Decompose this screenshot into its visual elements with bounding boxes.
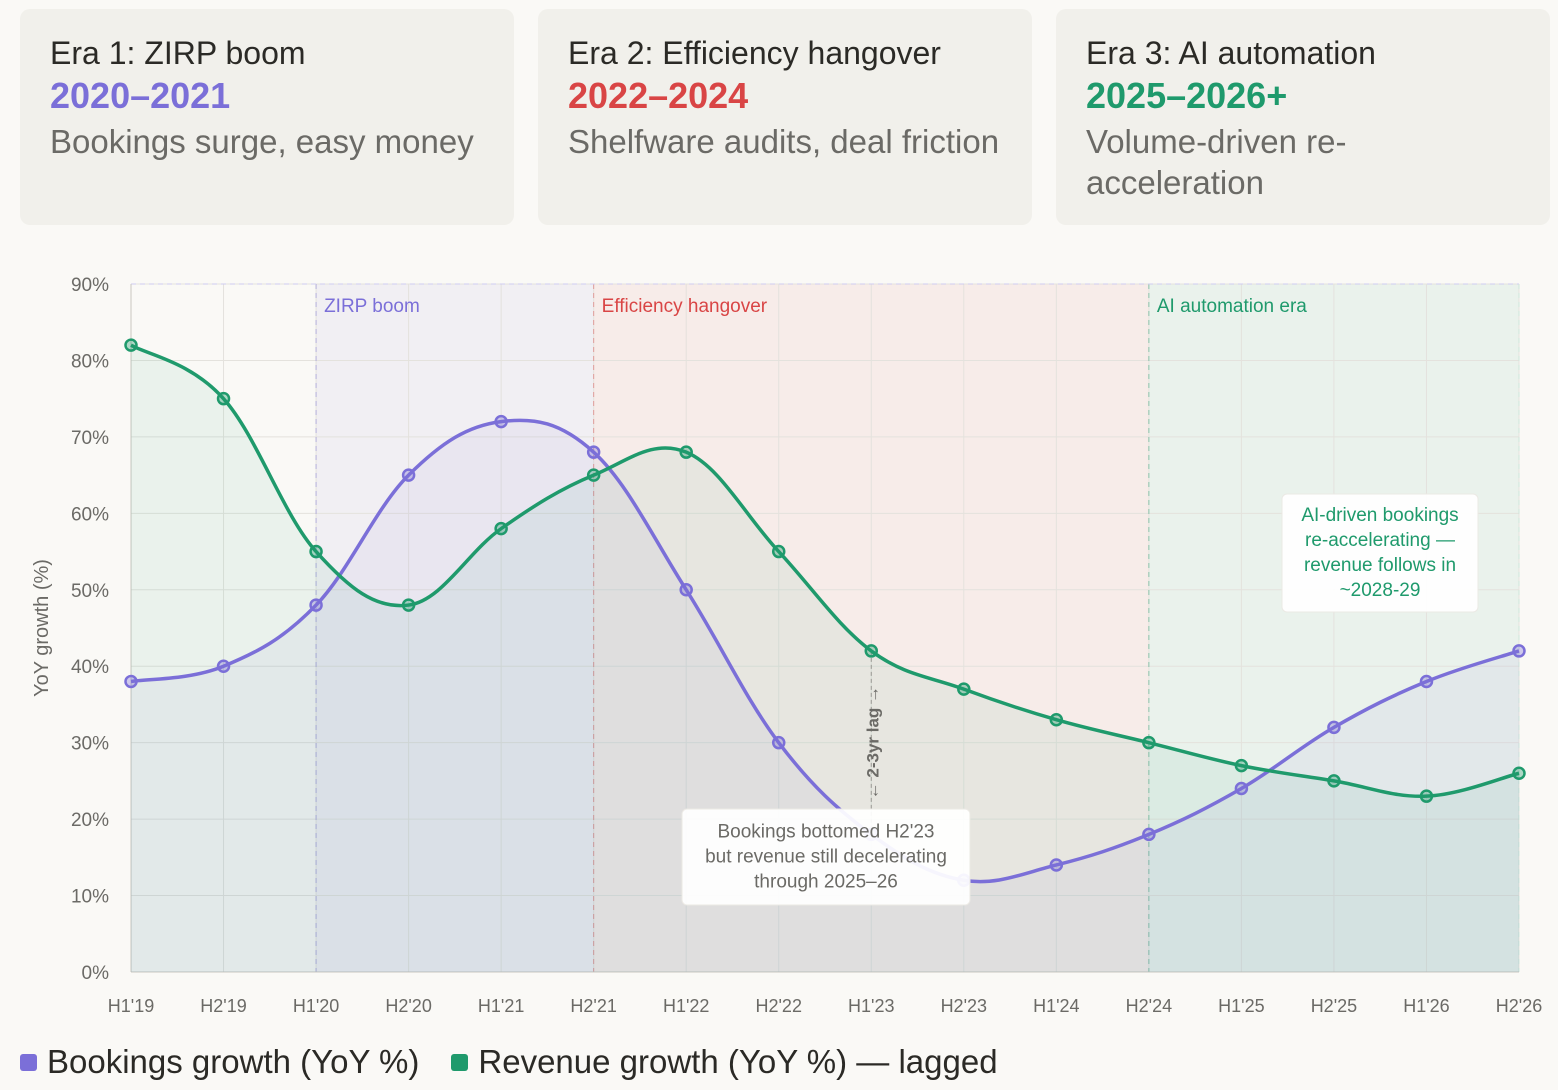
x-tick-label: H2'26 bbox=[1496, 996, 1542, 1016]
annotation-text: but revenue still decelerating bbox=[705, 847, 947, 868]
y-axis-title: YoY growth (%) bbox=[31, 559, 53, 697]
annotation-text: AI-driven bookings bbox=[1301, 505, 1458, 526]
y-tick-label: 20% bbox=[71, 810, 109, 831]
data-point-2[interactable] bbox=[401, 598, 416, 612]
x-tick-label: H2'25 bbox=[1311, 996, 1357, 1016]
era-3-years: 2025–2026+ bbox=[1086, 75, 1288, 116]
annotation-1: Bookings bottomed H2'23 but revenue still… bbox=[681, 808, 971, 906]
data-point-2[interactable] bbox=[586, 468, 601, 482]
data-point-1[interactable] bbox=[679, 583, 693, 597]
era-card-2: Era 2: Efficiency hangover 2022–2024 She… bbox=[538, 9, 1032, 225]
region-label-1: ZIRP boom bbox=[324, 296, 420, 317]
region-label-3: AI automation era bbox=[1157, 296, 1307, 317]
x-tick-label: H1'26 bbox=[1403, 996, 1449, 1016]
data-point-1[interactable] bbox=[1234, 781, 1249, 796]
era-3-title: Era 3: AI automation bbox=[1086, 35, 1376, 71]
y-tick-label: 30% bbox=[71, 734, 109, 755]
annotation-box bbox=[1281, 493, 1479, 613]
y-tick-label: 0% bbox=[82, 963, 110, 984]
chart-legend: Bookings growth (YoY %) Revenue growth (… bbox=[20, 1040, 1030, 1084]
data-point-2[interactable] bbox=[771, 544, 786, 559]
x-tick-label: H1'20 bbox=[293, 996, 339, 1016]
data-point-2[interactable] bbox=[1419, 789, 1434, 803]
data-point-1[interactable] bbox=[401, 468, 416, 482]
region-band-1 bbox=[316, 284, 594, 972]
series-area-2 bbox=[131, 345, 1519, 973]
annotation-text: re-accelerating — bbox=[1305, 530, 1455, 551]
era-2-description: Shelfware audits, deal friction bbox=[568, 123, 1000, 160]
data-point-2[interactable] bbox=[1234, 758, 1249, 773]
era-3-description: Volume-driven re-acceleration bbox=[1086, 123, 1347, 201]
x-tick-label: H2'20 bbox=[385, 996, 431, 1016]
data-point-1[interactable] bbox=[1049, 858, 1064, 872]
data-point-1[interactable] bbox=[771, 735, 786, 750]
data-point-2[interactable] bbox=[1049, 712, 1064, 727]
revenue-swatch-icon bbox=[451, 1053, 469, 1071]
data-point-2[interactable] bbox=[309, 544, 323, 559]
y-tick-label: 70% bbox=[71, 428, 109, 449]
legend-label-revenue: Revenue growth (YoY %) — lagged bbox=[478, 1043, 998, 1080]
bookings-swatch-icon bbox=[20, 1053, 37, 1071]
era-1-description: Bookings surge, easy money bbox=[50, 123, 474, 160]
y-tick-label: 90% bbox=[71, 275, 109, 296]
legend-label-bookings: Bookings growth (YoY %) bbox=[47, 1043, 420, 1080]
data-point-1[interactable] bbox=[586, 445, 601, 459]
y-tick-label: 60% bbox=[71, 504, 109, 525]
y-tick-label: 50% bbox=[71, 581, 109, 602]
data-point-1[interactable] bbox=[1419, 674, 1434, 689]
x-tick-label: H1'19 bbox=[108, 996, 154, 1016]
data-point-2[interactable] bbox=[216, 391, 231, 406]
era-2-title: Era 2: Efficiency hangover bbox=[568, 35, 941, 71]
y-tick-label: 10% bbox=[71, 887, 109, 908]
x-tick-label: H2'21 bbox=[570, 996, 616, 1016]
annotation-text: Bookings bottomed H2'23 bbox=[718, 822, 935, 843]
data-point-2[interactable] bbox=[1327, 774, 1341, 788]
series-area-1 bbox=[131, 420, 1519, 972]
data-point-2[interactable] bbox=[957, 682, 971, 696]
legend-item-bookings[interactable]: Bookings growth (YoY %) bbox=[20, 1043, 419, 1081]
annotation-2: AI-driven bookings re-accelerating — reven… bbox=[1281, 493, 1479, 613]
region-label-2: Efficiency hangover bbox=[602, 296, 768, 317]
y-tick-label: 40% bbox=[71, 657, 109, 678]
data-point-2[interactable] bbox=[1142, 735, 1156, 750]
data-point-1[interactable] bbox=[1327, 720, 1341, 735]
era-card-1: Era 1: ZIRP boom 2020–2021 Bookings surg… bbox=[20, 9, 514, 225]
data-point-2[interactable] bbox=[494, 521, 508, 536]
x-tick-label: H1'21 bbox=[478, 996, 524, 1016]
x-tick-label: H1'22 bbox=[663, 996, 709, 1016]
data-point-2[interactable] bbox=[864, 644, 879, 658]
x-tick-label: H2'24 bbox=[1126, 996, 1172, 1016]
era-card-3: Era 3: AI automation 2025–2026+ Volume-d… bbox=[1056, 9, 1550, 225]
era-1-title: Era 1: ZIRP boom bbox=[50, 35, 306, 71]
data-point-1[interactable] bbox=[1142, 827, 1156, 842]
data-point-2[interactable] bbox=[1512, 766, 1526, 780]
x-tick-label: H2'22 bbox=[755, 996, 801, 1016]
data-point-2[interactable] bbox=[679, 445, 693, 459]
data-point-1[interactable] bbox=[1512, 644, 1526, 658]
x-tick-label: H1'25 bbox=[1218, 996, 1264, 1016]
data-point-1[interactable] bbox=[309, 598, 323, 612]
annotation-text: through 2025–26 bbox=[754, 872, 898, 893]
annotation-box bbox=[681, 808, 971, 906]
lag-label: ← 2-3yr lag → bbox=[863, 686, 882, 799]
legend-item-revenue[interactable]: Revenue growth (YoY %) — lagged bbox=[451, 1043, 998, 1081]
x-tick-label: H1'24 bbox=[1033, 996, 1079, 1016]
annotation-text: revenue follows in bbox=[1304, 555, 1456, 576]
era-1-years: 2020–2021 bbox=[50, 75, 231, 116]
growth-line-chart: ZIRP boom Efficiency hangover AI automatio… bbox=[31, 275, 1542, 1016]
x-tick-label: H1'23 bbox=[848, 996, 894, 1016]
y-tick-label: 80% bbox=[71, 351, 109, 372]
x-tick-label: H2'19 bbox=[200, 996, 246, 1016]
data-point-1[interactable] bbox=[124, 674, 138, 689]
era-2-years: 2022–2024 bbox=[568, 75, 749, 116]
series-line-1 bbox=[130, 418, 1520, 884]
data-point-2[interactable] bbox=[124, 338, 138, 352]
x-tick-label: H2'23 bbox=[941, 996, 987, 1016]
data-point-1[interactable] bbox=[494, 414, 508, 429]
annotation-text: ~2028-29 bbox=[1340, 580, 1421, 601]
data-point-1[interactable] bbox=[216, 659, 231, 673]
